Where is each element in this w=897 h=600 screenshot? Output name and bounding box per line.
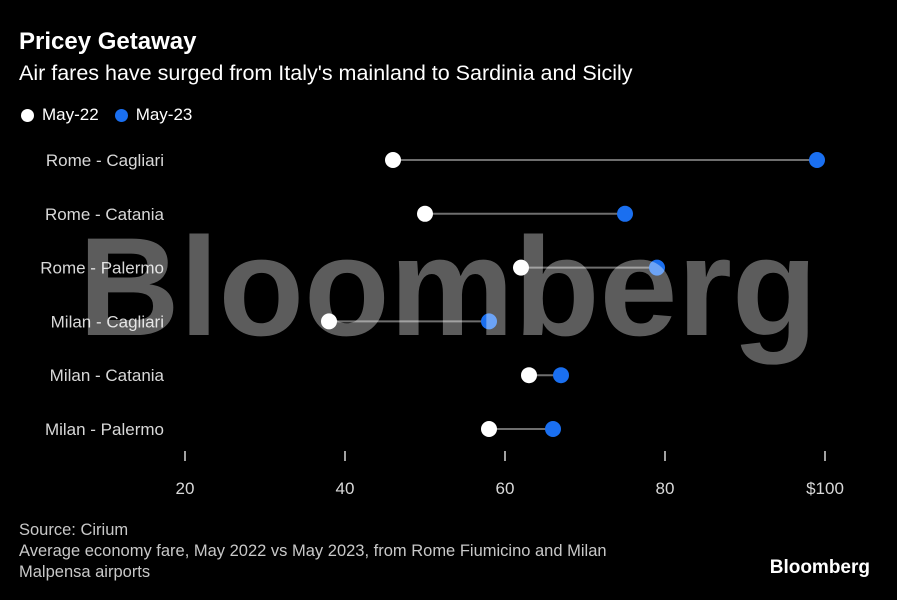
tick-label-80: 80	[656, 479, 675, 498]
tick-label-20: 20	[176, 479, 195, 498]
legend-dot-may23	[114, 108, 128, 122]
bloomberg-logo: Bloomberg	[769, 557, 870, 578]
legend-label-may22: May-22	[42, 105, 99, 124]
legend: May-22 May-23	[21, 104, 208, 126]
note-line-1: Average economy fare, May 2022 vs May 20…	[19, 542, 607, 560]
category-label-milan-cagliari: Milan - Cagliari	[51, 312, 164, 331]
note-line-2: Malpensa airports	[19, 563, 151, 581]
legend-dot-may22	[21, 108, 34, 122]
category-label-rome-cagliari: Rome - Cagliari	[46, 151, 164, 170]
legend-item-may22: May-22	[21, 105, 99, 125]
point-may23-milan-catania	[553, 367, 569, 384]
tick-label-40: 40	[336, 479, 355, 498]
point-may23-rome-palermo	[649, 259, 665, 276]
legend-item-may23: May-23	[114, 105, 193, 125]
point-may23-milan-palermo	[545, 421, 561, 437]
point-may23-rome-catania	[617, 205, 633, 222]
point-may22-milan-catania	[521, 367, 537, 384]
footer-notes: Source: Cirium Average economy fare, May…	[19, 520, 699, 583]
point-may22-rome-palermo	[513, 259, 529, 276]
source-text: Source: Cirium	[19, 521, 129, 539]
category-label-milan-catania: Milan - Catania	[50, 366, 165, 385]
chart-subtitle: Air fares have surged from Italy's mainl…	[19, 61, 633, 85]
category-label-milan-palermo: Milan - Palermo	[45, 420, 164, 439]
tick-label-100: $100	[806, 479, 844, 498]
watermark: Bloomberg	[79, 208, 818, 365]
chart-title: Pricey Getaway	[19, 28, 197, 55]
category-label-rome-palermo: Rome - Palermo	[40, 259, 164, 278]
category-label-rome-catania: Rome - Catania	[45, 205, 165, 224]
legend-label-may23: May-23	[135, 105, 193, 124]
point-may22-milan-palermo	[481, 421, 497, 437]
point-may23-milan-cagliari	[481, 313, 497, 330]
point-may23-rome-cagliari	[809, 152, 825, 168]
tick-label-60: 60	[496, 479, 515, 498]
chart-marks	[321, 152, 825, 437]
point-may22-milan-cagliari	[321, 313, 337, 330]
point-may22-rome-catania	[417, 205, 433, 222]
x-axis: 20 40 60 80 $100	[176, 451, 844, 498]
point-may22-rome-cagliari	[385, 152, 401, 168]
category-labels: Rome - Cagliari Rome - Catania Rome - Pale…	[40, 151, 164, 439]
